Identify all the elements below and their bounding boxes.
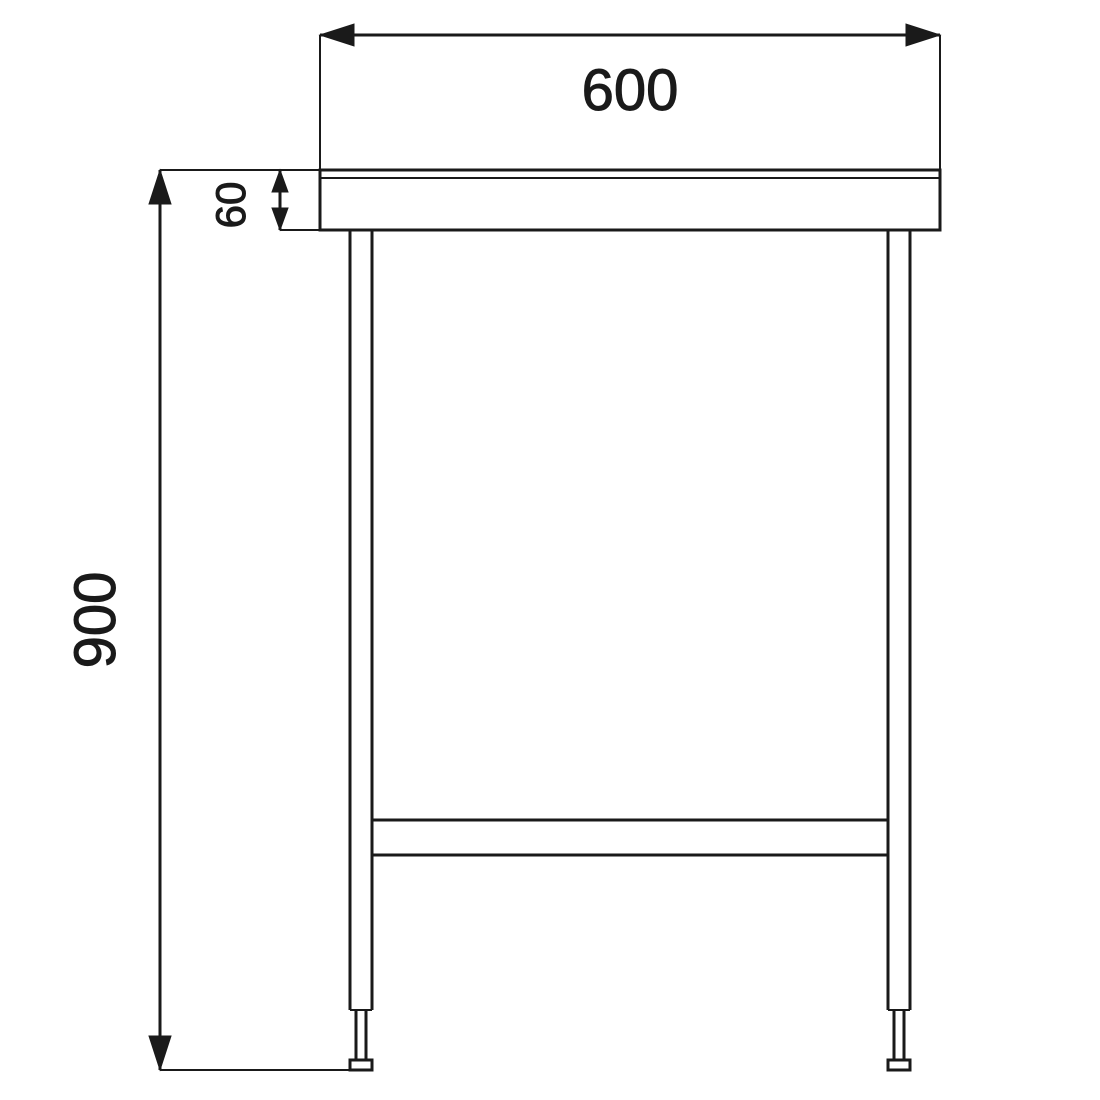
dim-width: 600 (320, 24, 940, 170)
arrowhead-right-icon (906, 24, 940, 46)
dim-width-label: 600 (582, 58, 679, 123)
arrowhead-down-small-icon (272, 208, 288, 230)
left-leg (350, 230, 372, 1070)
lower-brace (372, 820, 888, 855)
dim-height: 900 (63, 170, 350, 1070)
right-leg (888, 230, 910, 1070)
arrowhead-down-icon (149, 1036, 171, 1070)
arrowhead-up-icon (149, 170, 171, 204)
arrowhead-up-small-icon (272, 170, 288, 192)
table-outline (320, 170, 940, 1070)
dim-thickness: 60 (207, 170, 320, 230)
dim-height-label: 900 (63, 572, 128, 669)
arrowhead-left-icon (320, 24, 354, 46)
dimension-drawing: 600 900 60 (0, 0, 1100, 1100)
dim-thickness-label: 60 (207, 182, 254, 229)
